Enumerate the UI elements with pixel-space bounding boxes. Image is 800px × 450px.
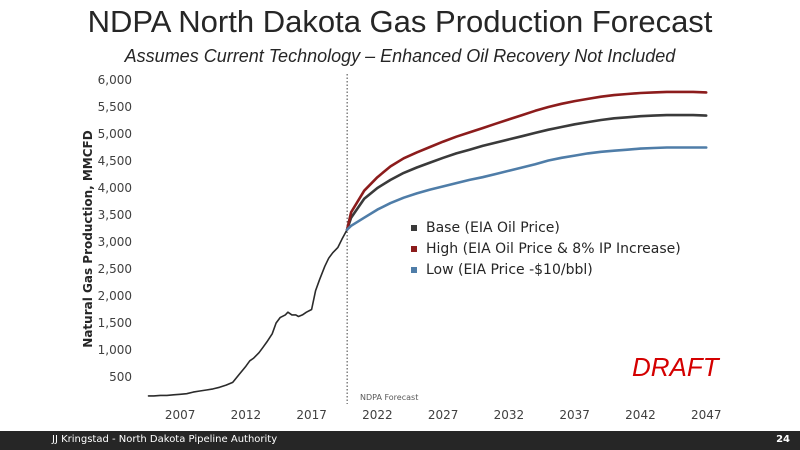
legend-label: Base (EIA Oil Price) bbox=[426, 220, 560, 236]
forecast-marker-label: NDPA Forecast bbox=[360, 393, 418, 402]
y-axis: 500 1,000 1,500 2,000 2,500 3,000 3,500 4,000 4,… bbox=[98, 73, 132, 384]
x-tick-label: 2017 bbox=[296, 408, 327, 422]
x-tick-label: 2047 bbox=[691, 408, 722, 422]
y-axis-label: Natural Gas Production, MMCFD bbox=[81, 130, 95, 347]
x-axis: 2007 2012 2017 2022 2027 2032 2037 2042 2047 bbox=[165, 408, 722, 422]
x-tick-label: 2037 bbox=[559, 408, 590, 422]
footer-bar: JJ Kringstad - North Dakota Pipeline Aut… bbox=[0, 431, 800, 450]
y-tick-label: 1,000 bbox=[98, 343, 132, 357]
legend: Base (EIA Oil Price) High (EIA Oil Price … bbox=[411, 220, 681, 278]
series-line-history bbox=[147, 228, 348, 397]
y-tick-label: 2,500 bbox=[98, 262, 132, 276]
series-line-base bbox=[345, 113, 708, 231]
y-tick-label: 4,500 bbox=[98, 154, 132, 168]
gas-production-chart: 500 1,000 1,500 2,000 2,500 3,000 3,500 4,000 4,… bbox=[81, 73, 722, 422]
slide-subtitle: Assumes Current Technology – Enhanced Oi… bbox=[124, 46, 676, 66]
y-tick-label: 2,000 bbox=[98, 289, 132, 303]
y-tick-label: 3,500 bbox=[98, 208, 132, 222]
x-tick-label: 2012 bbox=[231, 408, 262, 422]
y-tick-label: 3,000 bbox=[98, 235, 132, 249]
x-tick-label: 2042 bbox=[625, 408, 656, 422]
y-tick-label: 5,500 bbox=[98, 100, 132, 114]
y-tick-label: 6,000 bbox=[98, 73, 132, 87]
legend-label: Low (EIA Price -$10/bbl) bbox=[426, 262, 593, 278]
x-tick-label: 2032 bbox=[494, 408, 525, 422]
slide-title: NDPA North Dakota Gas Production Forecas… bbox=[87, 4, 713, 39]
y-tick-label: 5,000 bbox=[98, 127, 132, 141]
legend-swatch bbox=[411, 225, 417, 231]
y-tick-label: 500 bbox=[109, 370, 132, 384]
y-tick-label: 1,500 bbox=[98, 316, 132, 330]
series-lines bbox=[147, 74, 708, 404]
y-tick-label: 4,000 bbox=[98, 181, 132, 195]
x-tick-label: 2022 bbox=[362, 408, 393, 422]
legend-label: High (EIA Oil Price & 8% IP Increase) bbox=[426, 241, 681, 257]
draft-annotation: DRAFT bbox=[632, 352, 721, 382]
legend-swatch bbox=[411, 246, 417, 252]
legend-swatch bbox=[411, 267, 417, 273]
series-line-high bbox=[345, 90, 708, 231]
footer-text: JJ Kringstad - North Dakota Pipeline Aut… bbox=[52, 434, 278, 445]
x-tick-label: 2027 bbox=[428, 408, 459, 422]
page-number: 24 bbox=[776, 434, 790, 445]
series-line-low bbox=[345, 146, 708, 231]
x-tick-label: 2007 bbox=[165, 408, 196, 422]
